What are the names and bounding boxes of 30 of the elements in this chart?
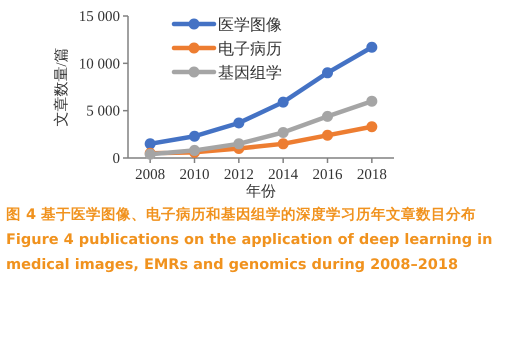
- y-tick-label: 0: [112, 151, 120, 167]
- y-tick-label: 10 000: [78, 56, 120, 72]
- point: [322, 130, 333, 141]
- caption: 图 4 基于医学图像、电子病历和基因组学的深度学习历年文章数目分布: [6, 205, 478, 225]
- point: [278, 96, 289, 108]
- legend-label: 电子病历: [218, 40, 282, 58]
- x-axis-title: 年份: [246, 183, 276, 200]
- y-axis-title: 文章数量/篇: [53, 47, 70, 127]
- y-tick-label: 15 000: [78, 9, 120, 25]
- point: [233, 117, 244, 128]
- point: [322, 67, 333, 78]
- point: [366, 96, 378, 107]
- point: [189, 130, 200, 142]
- x-tick-label: 2012: [224, 167, 254, 183]
- point: [233, 138, 244, 150]
- point: [278, 138, 289, 150]
- legend-label: 医学图像: [218, 16, 282, 34]
- point: [278, 126, 289, 138]
- x-tick-label: 2008: [135, 167, 166, 183]
- point: [322, 110, 333, 122]
- point: [366, 121, 378, 132]
- x-tick-label: 2010: [180, 167, 210, 183]
- point: [144, 138, 156, 150]
- x-tick-label: 2018: [356, 167, 387, 183]
- y-tick-label: 5 000: [86, 104, 120, 120]
- x-tick-label: 2016: [312, 167, 343, 183]
- caption: Figure 4 publications on the application of deep learning in medical images, EMRs and genomics during 2008–2018: [6, 231, 494, 275]
- point: [366, 42, 378, 53]
- legend-label: 基因组学: [218, 64, 282, 82]
- x-tick-label: 2014: [268, 167, 299, 183]
